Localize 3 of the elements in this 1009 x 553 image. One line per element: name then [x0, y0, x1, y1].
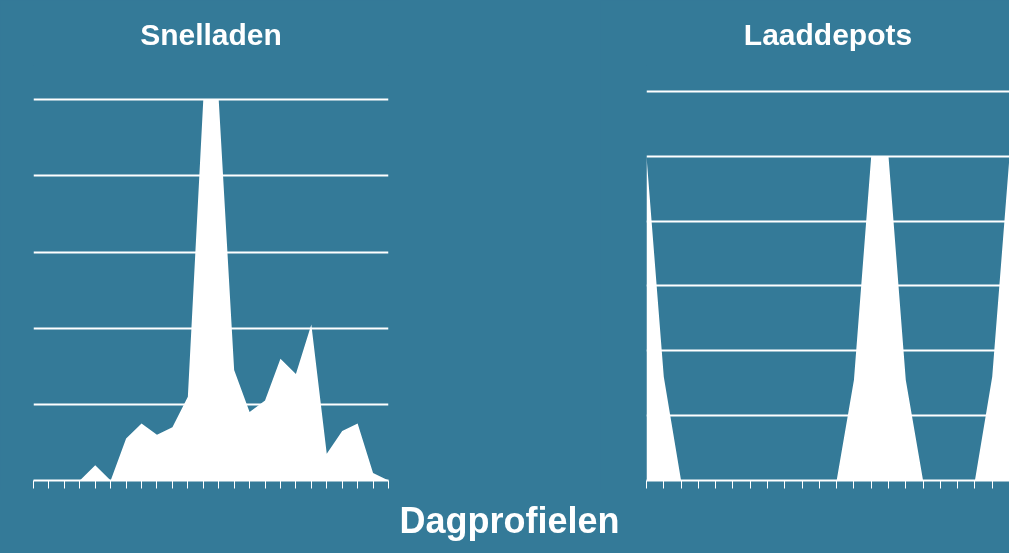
chart-title: Laaddepots: [743, 17, 913, 51]
text: Dagprofielen: [399, 499, 620, 543]
chart-title: Snelladen: [140, 17, 282, 51]
